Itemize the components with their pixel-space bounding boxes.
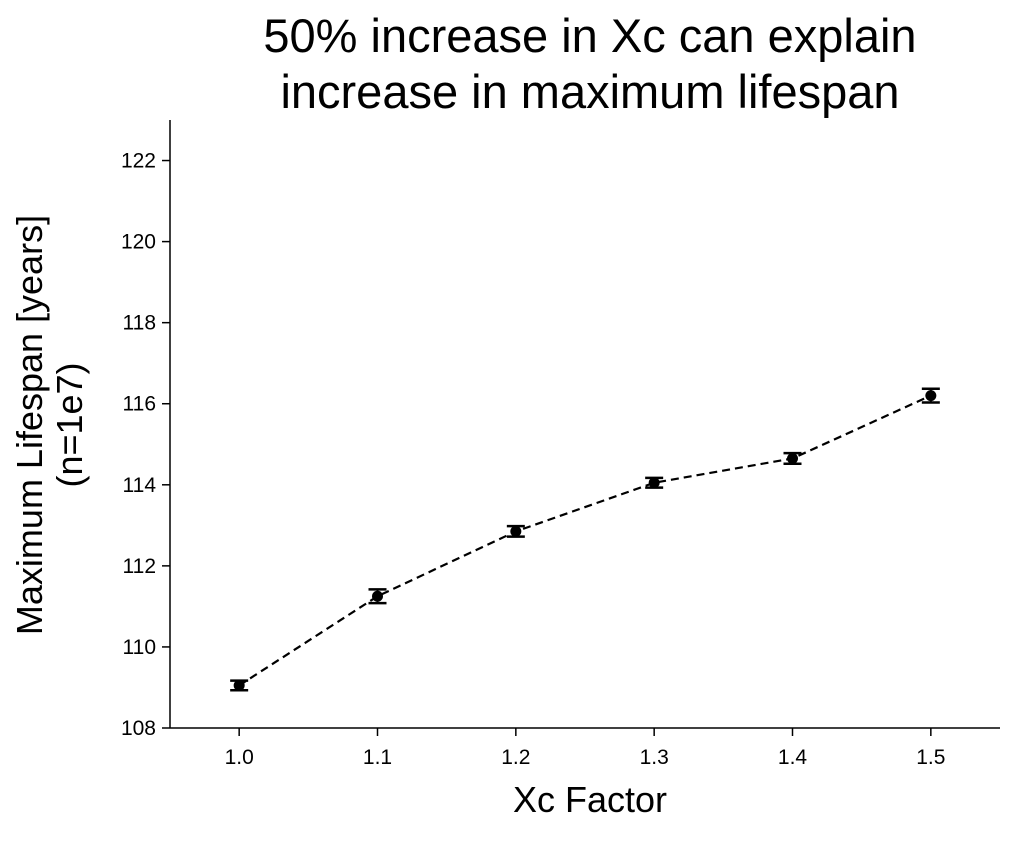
data-series xyxy=(230,387,940,692)
x-ticks: 1.0 1.1 1.2 1.3 1.4 1.5 xyxy=(225,728,945,769)
y-ticks: 108 110 112 114 116 118 120 122 xyxy=(121,150,170,740)
y-tick-label: 116 xyxy=(123,393,156,416)
y-tick-label: 122 xyxy=(121,150,156,173)
y-tick-label: 110 xyxy=(123,636,156,659)
data-point xyxy=(787,452,798,464)
x-axis-label: Xc Factor xyxy=(513,779,667,820)
data-point xyxy=(510,525,522,537)
x-tick-label: 1.1 xyxy=(363,746,392,769)
chart-title-line-1: 50% increase in Xc can explain xyxy=(263,9,916,62)
y-tick-label: 114 xyxy=(123,474,157,497)
data-point xyxy=(648,477,660,489)
y-axis-label: Maximum Lifespan [years] (n=1e7) xyxy=(9,215,90,635)
x-tick-label: 1.3 xyxy=(640,746,669,769)
data-point xyxy=(372,590,383,602)
data-point xyxy=(233,679,245,691)
series-line xyxy=(238,394,932,687)
y-tick-label: 120 xyxy=(121,231,156,254)
data-point xyxy=(925,390,937,402)
x-tick-label: 1.2 xyxy=(501,746,530,769)
y-axis-label-line-1: Maximum Lifespan [years] xyxy=(9,215,50,635)
x-tick-label: 1.5 xyxy=(916,746,945,769)
y-tick-label: 108 xyxy=(121,717,156,740)
y-axis-label-line-2: (n=1e7) xyxy=(49,362,90,487)
x-tick-label: 1.4 xyxy=(778,746,808,769)
y-tick-label: 112 xyxy=(123,555,156,578)
chart-title-line-2: increase in maximum lifespan xyxy=(280,65,899,118)
y-tick-label: 118 xyxy=(123,312,156,335)
chart-title: 50% increase in Xc can explain increase … xyxy=(263,9,916,118)
x-tick-label: 1.0 xyxy=(225,746,254,769)
